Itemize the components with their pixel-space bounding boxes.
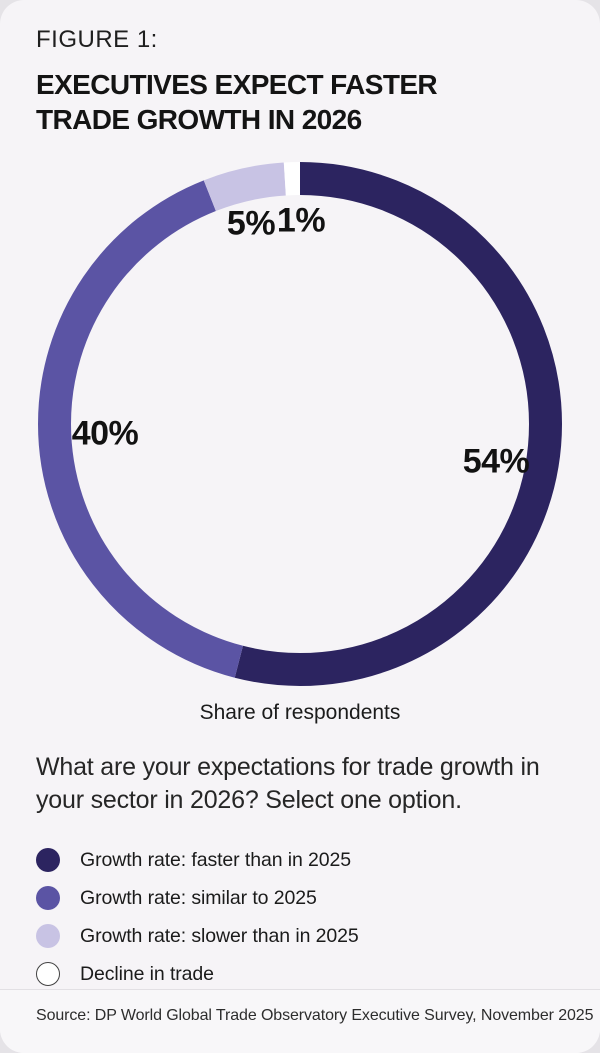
legend-item-similar: Growth rate: similar to 2025	[36, 886, 359, 910]
survey-question: What are your expectations for trade gro…	[36, 753, 540, 814]
legend-swatch	[36, 886, 60, 910]
legend-label: Growth rate: similar to 2025	[80, 886, 317, 909]
legend-label: Growth rate: slower than in 2025	[80, 924, 359, 947]
figure-label: FIGURE 1:	[36, 26, 158, 53]
slice-value-decline: 1%	[276, 201, 326, 240]
donut-slice	[38, 162, 562, 686]
legend-swatch	[36, 848, 60, 872]
slice-value-slower: 5%	[226, 204, 276, 243]
chart-legend: Growth rate: faster than in 2025 Growth …	[36, 848, 359, 986]
slice-value-similar: 40%	[71, 414, 139, 453]
legend-item-decline: Decline in trade	[36, 962, 359, 986]
source-text: Source: DP World Global Trade Observator…	[36, 1007, 594, 1024]
legend-item-faster: Growth rate: faster than in 2025	[36, 848, 359, 872]
legend-item-slower: Growth rate: slower than in 2025	[36, 924, 359, 948]
legend-swatch	[36, 962, 60, 986]
page-title: EXECUTIVES EXPECT FASTER TRADE GROWTH IN…	[36, 67, 438, 137]
chart-caption: Share of respondents	[199, 701, 401, 724]
legend-swatch	[36, 924, 60, 948]
donut-chart	[38, 162, 562, 686]
slice-value-faster: 54%	[462, 442, 530, 481]
source-footer: Source: DP World Global Trade Observator…	[0, 989, 600, 1053]
donut-slice	[38, 162, 562, 686]
legend-label: Decline in trade	[80, 962, 214, 985]
legend-label: Growth rate: faster than in 2025	[80, 848, 352, 871]
title-line-1: EXECUTIVES EXPECT FASTER	[36, 69, 438, 100]
title-line-2: TRADE GROWTH IN 2026	[36, 104, 362, 135]
